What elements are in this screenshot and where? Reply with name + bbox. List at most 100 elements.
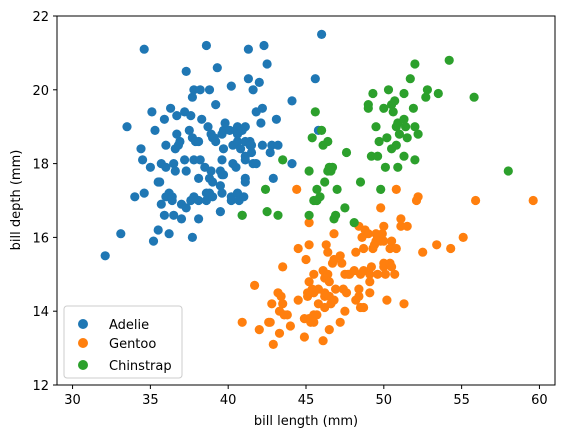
- chinstrap-point-54: [405, 74, 415, 84]
- adelie-point-127: [265, 147, 275, 158]
- chinstrap-point-53: [402, 133, 412, 143]
- adelie-point-73: [211, 100, 221, 110]
- chinstrap-point-62: [433, 88, 443, 99]
- chinstrap-point-3: [273, 210, 283, 220]
- adelie-point-12: [153, 225, 163, 235]
- chinstrap-point-7: [307, 133, 317, 143]
- chinstrap-point-27: [355, 177, 366, 187]
- gentoo-point-81: [365, 269, 375, 279]
- chinstrap-point-48: [394, 129, 404, 139]
- chinstrap-point-12: [315, 192, 325, 202]
- gentoo-point-25: [304, 277, 314, 287]
- chinstrap-point-49: [399, 151, 409, 161]
- adelie-point-136: [317, 29, 327, 39]
- adelie-point-11: [150, 125, 160, 135]
- gentoo-point-49: [324, 277, 334, 287]
- adelie-point-37: [180, 155, 190, 165]
- adelie-point-54: [194, 136, 204, 147]
- adelie-point-83: [218, 170, 229, 180]
- adelie-point-87: [225, 125, 235, 135]
- adelie-point-46: [187, 92, 197, 102]
- gentoo-point-14: [282, 310, 292, 320]
- adelie-point-76: [215, 181, 225, 191]
- chinstrap-point-59: [413, 129, 423, 139]
- adelie-point-5: [138, 155, 148, 165]
- gentoo-point-103: [391, 243, 401, 254]
- chinstrap-point-39: [383, 85, 394, 95]
- chinstrap-point-61: [422, 85, 432, 95]
- gentoo-point-12: [278, 262, 288, 272]
- adelie-point-69: [208, 192, 218, 202]
- adelie-point-129: [268, 173, 278, 183]
- chinstrap-point-15: [320, 177, 330, 187]
- gentoo-point-21: [301, 254, 311, 265]
- adelie-point-34: [175, 136, 185, 147]
- adelie-point-77: [215, 207, 225, 217]
- gentoo-point-114: [458, 232, 468, 242]
- adelie-point-42: [184, 125, 194, 135]
- adelie-point-36: [176, 214, 187, 224]
- adelie-point-82: [217, 155, 227, 165]
- adelie-point-3: [130, 192, 140, 202]
- legend-label-chinstrap: Chinstrap: [109, 359, 172, 374]
- legend-label-adelie: Adelie: [109, 318, 149, 333]
- chinstrap-point-64: [469, 92, 479, 102]
- adelie-point-0: [100, 251, 110, 261]
- gentoo-point-8: [274, 328, 285, 338]
- adelie-point-70: [208, 177, 218, 187]
- gentoo-point-105: [396, 221, 406, 231]
- y-axis-ticks: 12 14 16 18 20 22: [32, 10, 57, 394]
- adelie-point-132: [287, 96, 297, 106]
- chinstrap-point-6: [304, 166, 314, 176]
- adelie-point-52: [194, 195, 204, 206]
- gentoo-point-6: [268, 339, 278, 349]
- chinstrap-point-65: [503, 166, 513, 176]
- chinstrap-point-50: [399, 114, 409, 124]
- adelie-point-1: [116, 229, 126, 239]
- gentoo-point-2: [254, 325, 264, 335]
- chinstrap-point-63: [444, 55, 454, 65]
- adelie-point-125: [259, 40, 269, 51]
- gentoo-point-62: [341, 288, 352, 298]
- x-tick-label-40: 40: [220, 393, 237, 408]
- adelie-point-27: [169, 210, 179, 220]
- adelie-point-43: [186, 111, 196, 121]
- chinstrap-point-11: [312, 184, 322, 194]
- gentoo-point-115: [471, 195, 481, 206]
- y-tick-label-22: 22: [32, 10, 49, 25]
- adelie-point-81: [217, 188, 227, 198]
- gentoo-point-110: [413, 192, 423, 202]
- gentoo-point-111: [418, 247, 428, 257]
- gentoo-point-1: [250, 280, 260, 290]
- adelie-point-133: [287, 159, 297, 169]
- chinstrap-point-22: [331, 210, 341, 220]
- gentoo-point-94: [379, 236, 389, 246]
- adelie-point-89: [226, 81, 236, 91]
- series-chinstrap: [237, 55, 513, 228]
- gentoo-point-15: [285, 321, 295, 331]
- gentoo-point-5: [267, 299, 277, 309]
- adelie-point-8: [145, 162, 155, 172]
- chinstrap-point-1: [260, 184, 271, 194]
- gentoo-point-97: [382, 295, 392, 305]
- chinstrap-point-31: [368, 88, 378, 99]
- gentoo-point-54: [329, 229, 339, 239]
- chinstrap-point-56: [410, 155, 420, 165]
- adelie-point-120: [251, 159, 261, 169]
- chinstrap-point-25: [341, 147, 352, 158]
- gentoo-point-16: [292, 184, 302, 194]
- gentoo-point-55: [331, 284, 341, 294]
- gentoo-point-38: [318, 336, 328, 346]
- x-tick-label-35: 35: [142, 393, 159, 408]
- adelie-point-110: [240, 155, 250, 165]
- adelie-point-74: [211, 136, 221, 147]
- adelie-point-60: [201, 40, 211, 51]
- gentoo-point-56: [335, 317, 345, 327]
- chinstrap-point-20: [327, 162, 338, 172]
- adelie-point-4: [136, 144, 146, 154]
- x-tick-label-45: 45: [298, 393, 315, 408]
- y-tick-label-16: 16: [32, 231, 49, 246]
- chinstrap-point-33: [373, 151, 383, 161]
- gentoo-point-44: [321, 240, 331, 250]
- chinstrap-point-2: [262, 207, 272, 217]
